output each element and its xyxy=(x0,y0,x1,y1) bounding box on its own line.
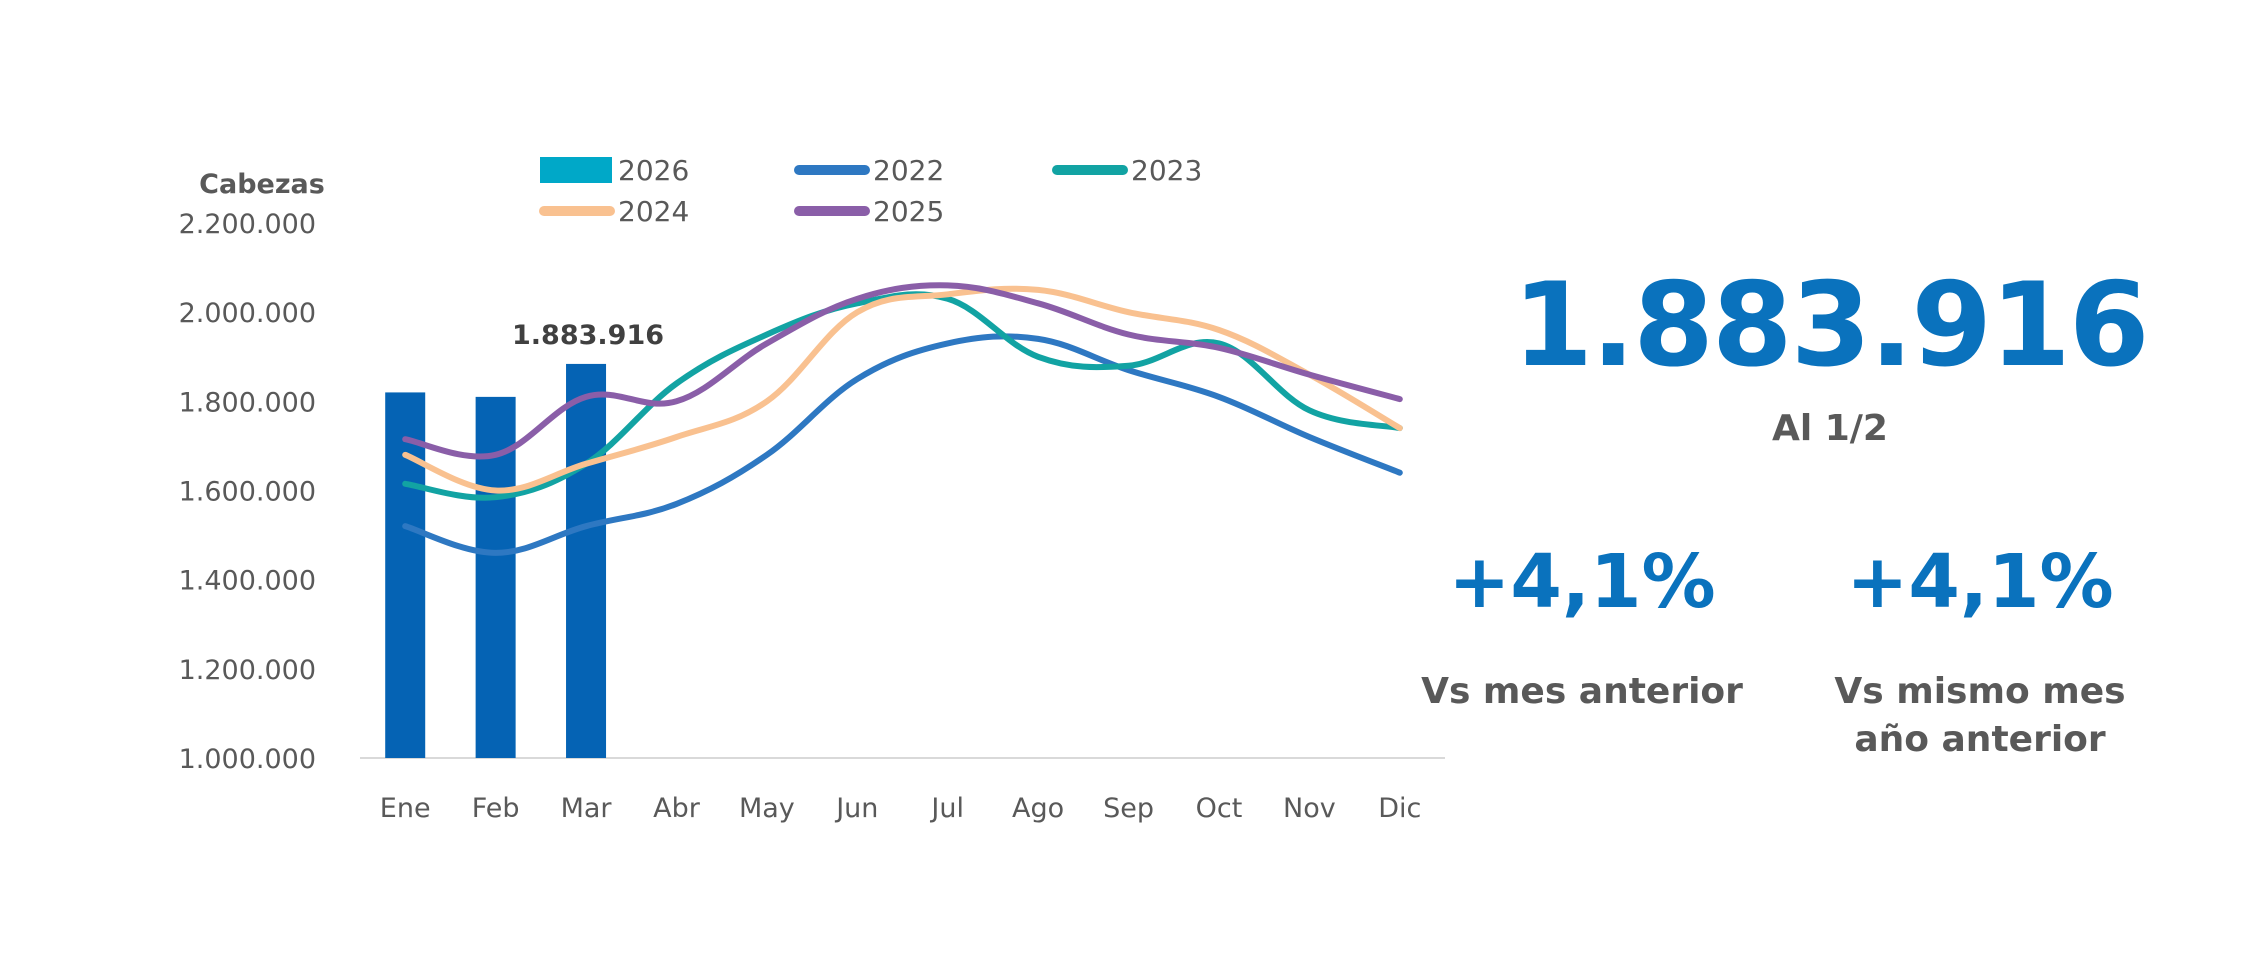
legend-label: 2026 xyxy=(618,154,689,187)
x-tick-label: Sep xyxy=(1103,793,1154,824)
bar-data-label: 1.883.916 xyxy=(512,320,664,351)
kpi-change-year-label-line-1: Vs mismo mes xyxy=(1834,671,2126,712)
y-axis: Cabezas 1.000.000 1.200.000 1.400.000 1.600… xyxy=(179,169,325,775)
y-tick-label: 2.200.000 xyxy=(179,209,316,240)
line-series-2022 xyxy=(402,333,1403,556)
line-series-2025 xyxy=(402,282,1403,460)
bars-2026: 1.883.916 xyxy=(385,320,664,758)
kpi-change-year-label-line-2: año anterior xyxy=(1854,719,2106,760)
kpi-change-month: +4,1% xyxy=(1448,539,1716,625)
y-tick-label: 1.000.000 xyxy=(179,744,316,775)
lines xyxy=(402,282,1403,556)
x-tick-label: Abr xyxy=(653,793,701,824)
bar-mar xyxy=(566,363,607,758)
y-tick-label: 1.800.000 xyxy=(179,387,316,418)
x-tick-label: Jul xyxy=(929,793,964,824)
kpi-change-year: +4,1% xyxy=(1846,539,2114,625)
kpi-current-stock: 1.883.916 xyxy=(1512,258,2149,393)
legend: 2026 2022 2023 2024 2025 xyxy=(539,154,1202,228)
y-tick-label: 1.200.000 xyxy=(179,655,316,686)
legend-item-2025: 2025 xyxy=(794,195,944,228)
x-tick-label: Jun xyxy=(834,793,878,824)
kpi-change-year-label: Vs mismo mes año anterior xyxy=(1770,668,2190,764)
line-series-2024 xyxy=(402,285,1403,494)
legend-item-2026: 2026 xyxy=(540,154,689,187)
cattle-stock-chart: Cabezas 1.000.000 1.200.000 1.400.000 1.600… xyxy=(179,154,1445,824)
legend-label: 2023 xyxy=(1131,154,1202,187)
bar-ene xyxy=(385,392,426,758)
kpi-date-label: Al 1/2 xyxy=(1772,408,1888,449)
legend-label: 2022 xyxy=(873,154,944,187)
x-tick-label: Nov xyxy=(1283,793,1336,824)
legend-item-2024: 2024 xyxy=(539,195,689,228)
legend-item-2023: 2023 xyxy=(1052,154,1202,187)
x-tick-label: Feb xyxy=(472,793,520,824)
legend-label: 2025 xyxy=(873,195,944,228)
y-tick-label: 2.000.000 xyxy=(179,298,316,329)
legend-swatch xyxy=(540,157,612,183)
x-tick-label: May xyxy=(739,793,795,824)
kpi-change-month-label: Vs mes anterior xyxy=(1421,671,1743,712)
x-tick-label: Dic xyxy=(1378,793,1421,824)
y-tick-label: 1.600.000 xyxy=(179,477,316,508)
x-tick-label: Mar xyxy=(561,793,613,824)
y-tick-label: 1.400.000 xyxy=(179,566,316,597)
y-axis-title: Cabezas xyxy=(199,169,325,200)
x-tick-label: Ene xyxy=(380,793,431,824)
x-tick-label: Ago xyxy=(1012,793,1064,824)
legend-label: 2024 xyxy=(618,195,689,228)
legend-item-2022: 2022 xyxy=(794,154,944,187)
x-tick-label: Oct xyxy=(1196,793,1243,824)
x-axis: Ene Feb Mar Abr May Jun Jul Ago Sep Oct Nov Dic xyxy=(380,793,1422,824)
